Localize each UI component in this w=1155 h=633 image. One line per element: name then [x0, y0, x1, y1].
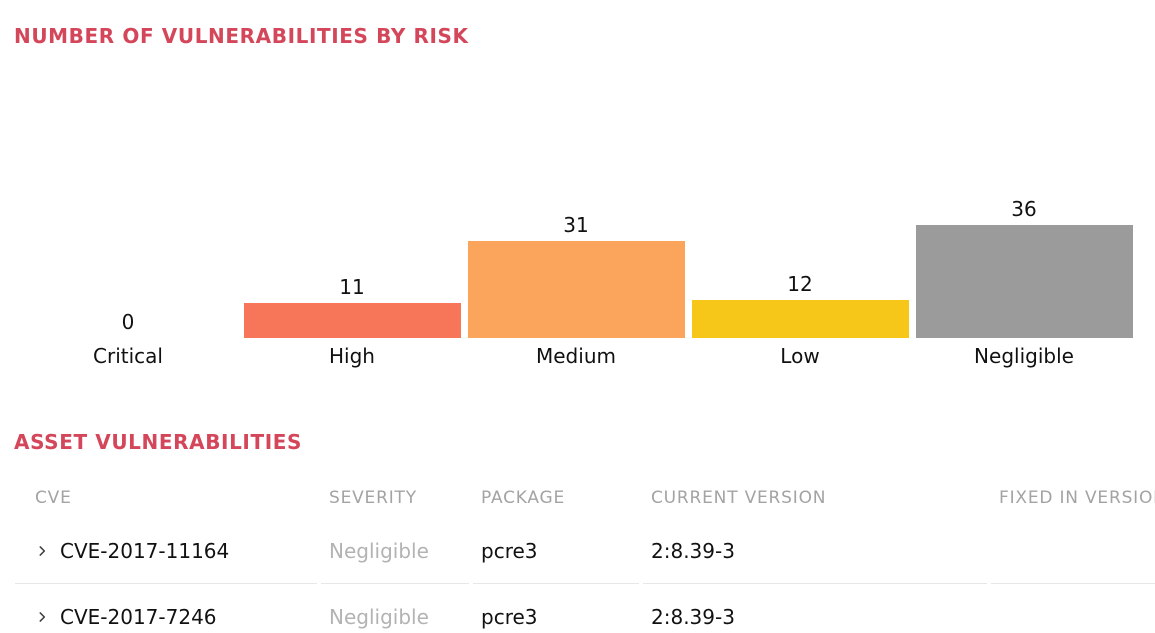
column-header-fixed: FIXED IN VERSION: [999, 488, 1155, 508]
bar-value-label: 31: [563, 213, 589, 237]
cell-severity: Negligible: [321, 518, 469, 584]
bar-value-label: 0: [121, 310, 135, 334]
cell-current-version: 2:8.39-3: [643, 518, 987, 584]
cell-severity: Negligible: [321, 584, 469, 633]
cell-cve: CVE-2017-7246: [15, 584, 317, 633]
bar-value-label: 12: [787, 272, 813, 296]
column-header-current: CURRENT VERSION: [651, 488, 827, 508]
bar-negligible[interactable]: [915, 225, 1133, 338]
bar-high[interactable]: [243, 303, 461, 338]
chart-slot-low: 12 Low: [688, 48, 912, 372]
bar-low[interactable]: [691, 300, 909, 338]
bar-category-label: Critical: [93, 344, 163, 368]
bar-category-label: High: [329, 344, 375, 368]
asset-vulnerabilities-table: CVE SEVERITY PACKAGE CURRENT VERSION FIXED I…: [15, 484, 1155, 633]
bar-category-label: Low: [780, 344, 820, 368]
chevron-right-icon[interactable]: [35, 610, 49, 624]
chart-slot-critical: 0 Critical: [16, 48, 240, 372]
bar-value-label: 36: [1011, 197, 1037, 221]
column-header-package: PACKAGE: [481, 488, 566, 508]
bar-medium[interactable]: [467, 241, 685, 338]
cell-cve: CVE-2017-11164: [15, 518, 317, 584]
table-body: CVE-2017-11164 Negligible pcre3 2:8.39-3 CVE…: [15, 518, 1155, 633]
bar-chart-plot-area: 0 Critical 11 High 31 Medium 12 Low 36 Negligible: [16, 48, 1136, 372]
chart-slot-medium: 31 Medium: [464, 48, 688, 372]
cell-fixed-in-version: [991, 584, 1155, 633]
bar-value-label: 11: [339, 275, 365, 299]
cell-current-version: 2:8.39-3: [643, 584, 987, 633]
cell-package: pcre3: [473, 518, 639, 584]
asset-vulnerabilities-title: ASSET VULNERABILITIES: [14, 430, 303, 454]
cell-package: pcre3: [473, 584, 639, 633]
cell-fixed-in-version: [991, 518, 1155, 584]
table-row: CVE-2017-7246 Negligible pcre3 2:8.39-3: [15, 584, 1155, 633]
chevron-right-icon[interactable]: [35, 544, 49, 558]
table-row: CVE-2017-11164 Negligible pcre3 2:8.39-3: [15, 518, 1155, 584]
table-header-row: CVE SEVERITY PACKAGE CURRENT VERSION FIXED I…: [15, 484, 1155, 518]
bar-category-label: Negligible: [974, 344, 1074, 368]
column-header-cve: CVE: [35, 488, 72, 508]
cve-id: CVE-2017-7246: [60, 604, 217, 629]
vulnerabilities-by-risk-chart: 0 Critical 11 High 31 Medium 12 Low 36 Negligible: [16, 48, 1136, 372]
risk-chart-title: NUMBER OF VULNERABILITIES BY RISK: [14, 24, 469, 48]
cve-id: CVE-2017-11164: [60, 538, 230, 563]
column-header-severity: SEVERITY: [329, 488, 417, 508]
chart-slot-negligible: 36 Negligible: [912, 48, 1136, 372]
bar-category-label: Medium: [536, 344, 616, 368]
chart-slot-high: 11 High: [240, 48, 464, 372]
